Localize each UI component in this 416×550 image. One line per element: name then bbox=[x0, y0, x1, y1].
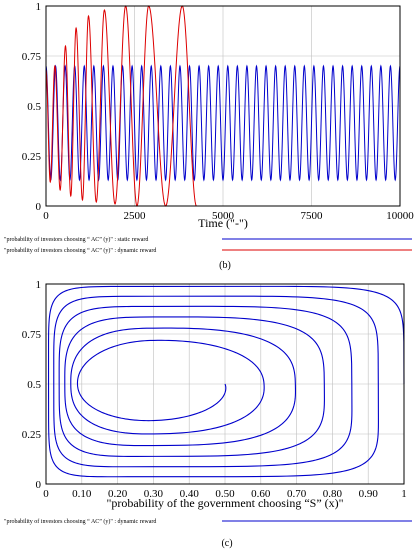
panel-c-x-ticks: 0 0.10 0.20 0.30 0.40 0.50 0.60 0.70 0.80 0.90 1 bbox=[43, 488, 407, 500]
panel-c-series bbox=[47, 285, 405, 478]
y-tick-label: 0.25 bbox=[22, 151, 42, 163]
x-tick-label: 0.20 bbox=[108, 488, 128, 500]
legend-entry: "probability of investors choosing “ AC”… bbox=[4, 247, 156, 254]
x-tick-label: 1 bbox=[401, 488, 407, 500]
panel-c-x-axis-label: "probability of the government choosing … bbox=[106, 496, 343, 510]
legend-entry: "probability of investors choosing “ AC”… bbox=[4, 518, 156, 525]
series-line-static-reward bbox=[45, 64, 401, 182]
panel-c-legend: "probability of investors choosing “ AC”… bbox=[4, 518, 412, 525]
x-tick-label: 0 bbox=[43, 488, 49, 500]
y-tick-label: 0.5 bbox=[27, 379, 41, 391]
panel-c-chart: 00.250.50.751 0 0.10 0.20 0.30 0.40 0.50 0.60 0… bbox=[4, 279, 412, 549]
panel-c-y-ticks: 0 0.25 0.5 0.75 1 bbox=[22, 279, 42, 491]
x-tick-label: 0.50 bbox=[215, 488, 235, 500]
panel-b-chart: 0 0.25 0.5 0.75 1 0 2500 5000 7500 10000 Time ("… bbox=[4, 1, 414, 271]
y-tick-label: 1 bbox=[36, 1, 42, 13]
panel-c-plot-frame bbox=[45, 283, 405, 485]
series-phase-trajectory bbox=[47, 285, 405, 478]
y-tick-label: 0 bbox=[36, 479, 42, 491]
x-tick-label: 0.30 bbox=[144, 488, 164, 500]
y-tick-label: 0.5 bbox=[27, 101, 41, 113]
x-tick-label: 0.40 bbox=[180, 488, 200, 500]
x-tick-label: 0.60 bbox=[251, 488, 271, 500]
x-tick-label: 0.80 bbox=[323, 488, 343, 500]
x-tick-label: 7500 bbox=[301, 210, 324, 222]
y-tick-label: 0.75 bbox=[22, 329, 42, 341]
panel-b-x-axis-label: Time ("-") bbox=[198, 216, 248, 230]
y-tick-label: 0.75 bbox=[22, 51, 42, 63]
x-tick-label: 5000 bbox=[212, 210, 235, 222]
y-tick-label: 0 bbox=[36, 201, 42, 213]
x-tick-label: 0.10 bbox=[72, 488, 92, 500]
legend-entry: "probability of investors choosing “ AC”… bbox=[4, 236, 148, 243]
y-tick-label: 1 bbox=[36, 279, 42, 291]
x-tick-label: 0.70 bbox=[287, 488, 307, 500]
x-tick-label: 2500 bbox=[124, 210, 147, 222]
panel-b-legend: "probability of investors choosing “ AC”… bbox=[4, 236, 412, 254]
panel-b-series bbox=[45, 5, 401, 207]
panel-b-x-ticks: 0 2500 5000 7500 10000 bbox=[43, 210, 414, 222]
panel-b-plot-frame bbox=[45, 5, 401, 207]
panel-c-label: (c) bbox=[221, 538, 232, 549]
series-line-dynamic-reward bbox=[45, 5, 400, 207]
panel-b-y-ticks: 0 0.25 0.5 0.75 1 bbox=[22, 1, 42, 213]
x-tick-label: 10000 bbox=[386, 210, 414, 222]
x-tick-label: 0 bbox=[43, 210, 49, 222]
panel-b-label: (b) bbox=[219, 260, 231, 271]
y-tick-label: 0.25 bbox=[22, 429, 42, 441]
x-tick-label: 0.90 bbox=[359, 488, 379, 500]
